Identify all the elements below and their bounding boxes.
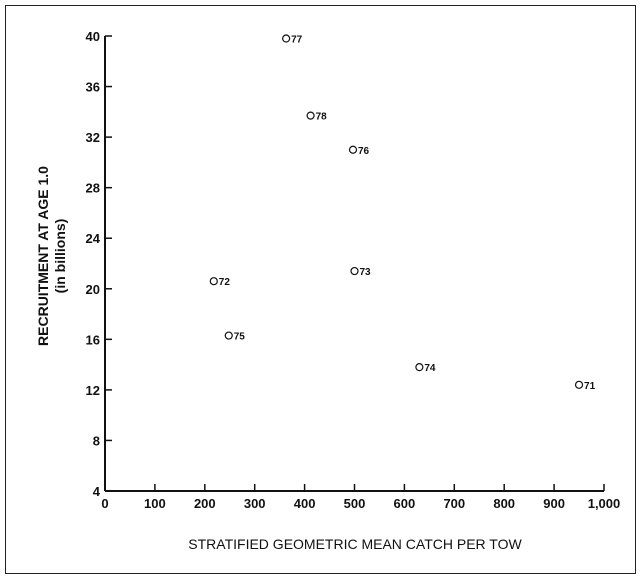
- x-tick-label: 1,000: [588, 496, 621, 511]
- data-points: 71 72 73 74 75 76 77 78: [209, 34, 596, 392]
- y-axis-label: RECRUITMENT AT AGE 1.0: [35, 166, 51, 346]
- x-tick-label: 700: [443, 496, 465, 511]
- y-tick-label: 36: [86, 80, 100, 95]
- x-tick-label: 800: [493, 496, 515, 511]
- x-tick-label: 0: [101, 496, 108, 511]
- data-point-label: 71: [584, 381, 596, 392]
- data-point-label: 78: [316, 112, 328, 123]
- x-tick-label: 200: [194, 496, 216, 511]
- y-tick-label: 20: [86, 282, 100, 297]
- x-tick-label: 500: [344, 496, 366, 511]
- y-tick-label: 8: [93, 433, 100, 448]
- x-tick-label: 900: [543, 496, 565, 511]
- axes: 0 100 200 300 400 500 600 700 800 900 1,000 4 8 12 16 2…: [86, 29, 621, 511]
- chart-frame: [5, 5, 636, 574]
- data-point-label: 76: [358, 146, 370, 157]
- data-point-label: 77: [291, 35, 303, 46]
- data-point-label: 74: [424, 363, 436, 374]
- data-point-label: 72: [219, 277, 231, 288]
- data-point-marker: [350, 266, 359, 276]
- y-tick-label: 28: [86, 181, 100, 196]
- data-point-marker: [209, 277, 218, 286]
- x-tick-label: 300: [244, 496, 266, 511]
- data-point-marker: [415, 363, 424, 372]
- data-point-marker: [574, 380, 584, 389]
- y-tick-label: 16: [86, 332, 100, 347]
- y-tick-label: 40: [86, 29, 100, 44]
- data-point-label: 73: [360, 267, 372, 278]
- x-tick-label: 600: [394, 496, 416, 511]
- x-axis-label: STRATIFIED GEOMETRIC MEAN CATCH PER TOW: [188, 536, 522, 552]
- data-point-marker: [282, 34, 291, 43]
- x-tick-label: 100: [144, 496, 166, 511]
- y-tick-label: 12: [86, 383, 100, 398]
- data-point-label: 75: [234, 332, 246, 343]
- data-point-marker: [348, 145, 358, 154]
- y-axis-sublabel: (in billions): [52, 219, 68, 294]
- data-point-marker: [306, 111, 315, 120]
- x-tick-label: 400: [294, 496, 316, 511]
- y-tick-label: 4: [93, 484, 101, 499]
- data-point-marker: [224, 331, 233, 340]
- y-tick-label: 24: [86, 231, 101, 246]
- y-tick-label: 32: [86, 130, 100, 145]
